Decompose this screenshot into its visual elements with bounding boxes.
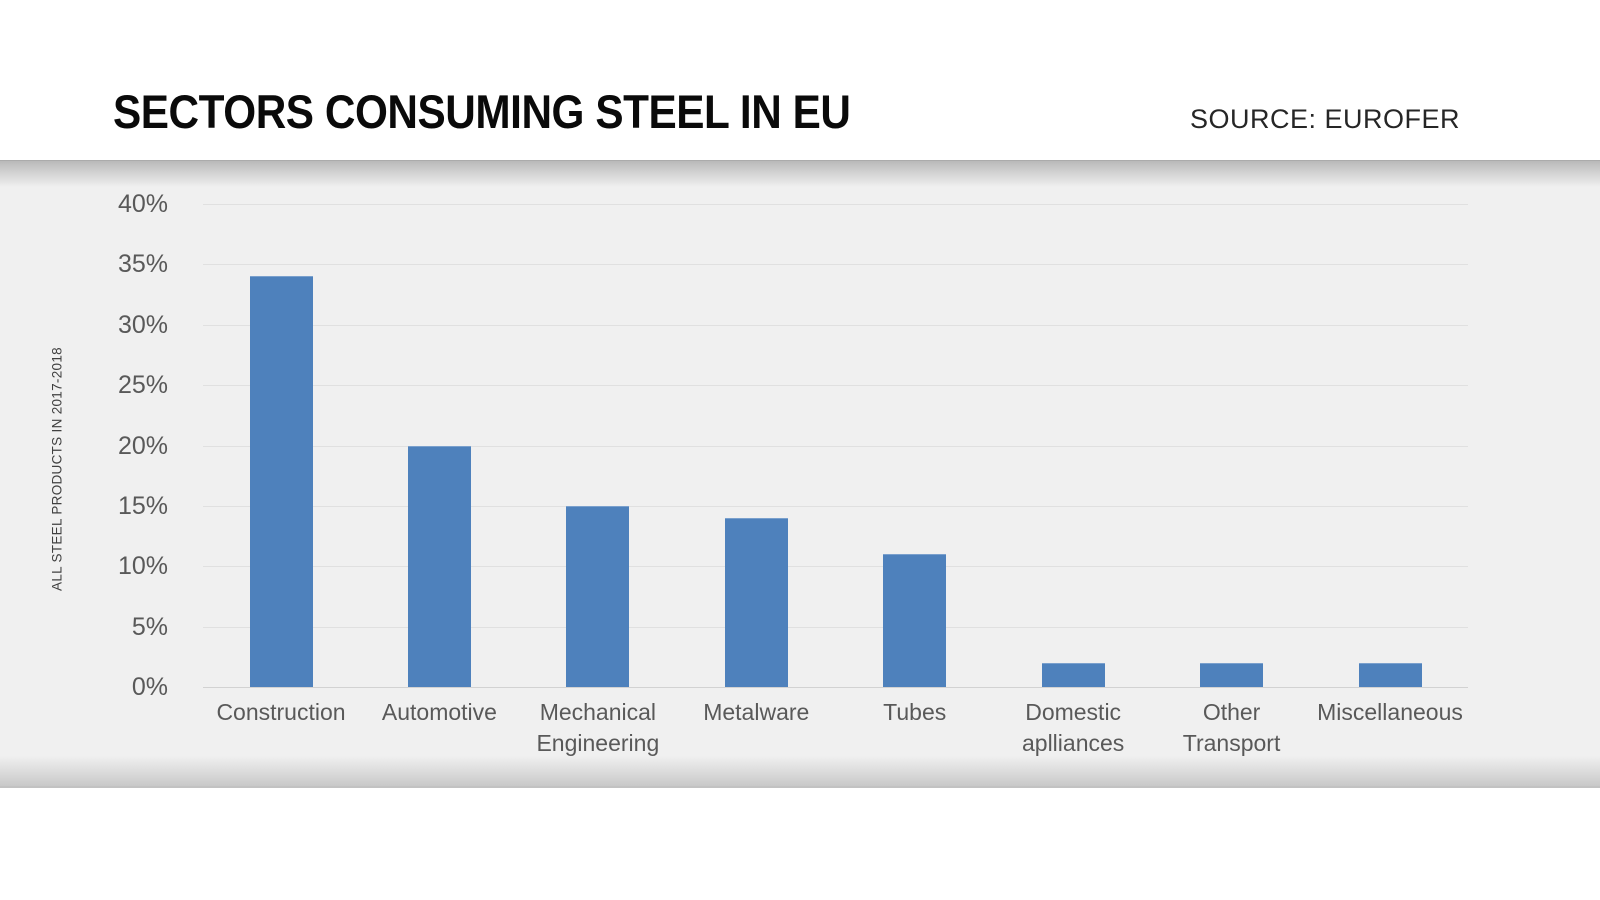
y-tick-label-5: 5% bbox=[131, 612, 168, 641]
y-tick-label-30: 30% bbox=[117, 310, 168, 339]
x-label-tubes: Tubes bbox=[883, 699, 947, 725]
gridline-20 bbox=[203, 445, 1468, 447]
plot-area bbox=[203, 204, 1468, 688]
gridline-35 bbox=[203, 264, 1468, 266]
gridline-40 bbox=[203, 204, 1468, 205]
bar-domestic-aplliances bbox=[1041, 662, 1105, 687]
y-tick-label-15: 15% bbox=[117, 491, 168, 520]
gridline-5 bbox=[203, 626, 1468, 628]
x-label-other-transport: Other Transport bbox=[1182, 699, 1281, 756]
gridline-0 bbox=[203, 687, 1468, 688]
x-label-miscellaneous: Miscellaneous bbox=[1317, 699, 1463, 725]
x-label-metalware: Metalware bbox=[703, 699, 810, 725]
y-axis-ticks: 0% 5% 10% 15% 20% 25% 30% 35% 40% bbox=[0, 161, 168, 789]
gridline-30 bbox=[203, 324, 1468, 326]
bar-construction bbox=[249, 276, 313, 687]
bar-automotive bbox=[407, 445, 471, 687]
bar-miscellaneous bbox=[1358, 662, 1422, 687]
x-label-domestic-aplliances: Domestic aplliances bbox=[1021, 699, 1125, 756]
gridline-10 bbox=[203, 566, 1468, 568]
page-title: SECTORS CONSUMING STEEL IN EU bbox=[113, 85, 851, 138]
x-label-construction: Construction bbox=[216, 699, 346, 725]
y-tick-label-0: 0% bbox=[131, 673, 168, 701]
y-tick-label-35: 35% bbox=[117, 250, 168, 279]
y-tick-label-20: 20% bbox=[117, 431, 168, 460]
source-label: SOURCE: EUROFER bbox=[1189, 104, 1460, 134]
y-tick-label-25: 25% bbox=[117, 371, 168, 400]
x-label-mechanical-engineering: Mechanical Engineering bbox=[536, 699, 660, 756]
bar-other-transport bbox=[1200, 662, 1264, 687]
y-tick-label-10: 10% bbox=[117, 552, 168, 581]
y-tick-label-40: 40% bbox=[117, 190, 168, 218]
x-label-automotive: Automotive bbox=[381, 699, 497, 725]
bar-tubes bbox=[883, 554, 947, 687]
gridline-15 bbox=[203, 505, 1468, 507]
gridline-25 bbox=[203, 385, 1468, 387]
chart-band: ALL STEEL PRODUCTS IN 2017-2018 0% 5% 10% 1… bbox=[0, 160, 1600, 788]
bar-metalware bbox=[724, 517, 788, 687]
bar-mechanical-engineering bbox=[566, 505, 630, 687]
